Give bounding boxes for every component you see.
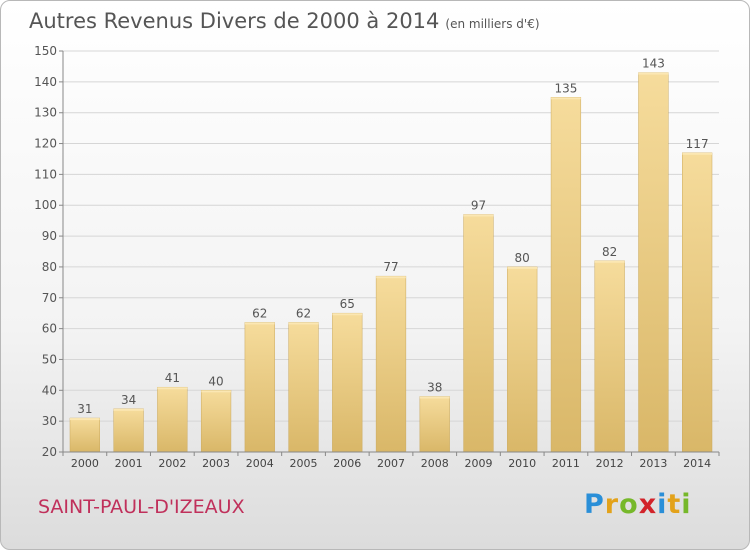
bar [419,396,450,453]
value-label: 38 [427,380,442,394]
bar [200,390,232,453]
y-tick-label: 120 [34,137,57,151]
x-tick-label: 2006 [333,457,361,470]
bar-highlight [682,152,713,155]
y-tick-label: 50 [42,352,57,366]
bar-highlight [244,322,275,325]
bar-highlight [507,266,538,269]
x-tick-label: 2005 [290,457,318,470]
y-tick-label: 80 [42,260,57,274]
x-tick-label: 2013 [639,457,667,470]
bar-highlight [201,390,231,393]
value-label: 77 [383,260,398,274]
value-label: 34 [121,393,136,407]
value-label: 82 [602,245,617,259]
x-tick-label: 2004 [246,457,274,470]
y-tick-label: 20 [42,445,57,459]
bar-highlight [157,387,188,390]
bar-highlight [113,408,144,411]
bar [682,152,713,453]
x-tick-label: 2003 [202,457,230,470]
x-tick-label: 2007 [377,457,405,470]
value-label: 135 [554,81,577,95]
value-label: 97 [471,198,486,212]
x-tick-label: 2012 [596,457,624,470]
bar-highlight [638,72,669,75]
bar [157,386,188,453]
y-tick-label: 90 [42,229,57,243]
y-tick-label: 100 [34,198,57,212]
x-tick-label: 2000 [71,457,99,470]
y-tick-label: 140 [34,75,57,89]
bar [375,275,407,453]
bar [550,97,582,453]
x-tick-label: 2011 [552,457,580,470]
bar-highlight [288,322,319,325]
x-tick-label: 2009 [464,457,492,470]
value-label: 40 [208,374,223,388]
value-label: 143 [642,57,665,71]
title-text: Autres Revenus Divers de 2000 à 2014 [29,9,440,33]
bar-highlight [551,97,581,100]
bar [507,266,538,453]
title-unit: (en milliers d'€) [445,17,540,31]
y-tick-label: 110 [34,167,57,181]
value-label: 65 [340,297,355,311]
bar [288,322,319,453]
bar [594,260,625,453]
x-tick-label: 2014 [683,457,711,470]
bar-highlight [419,396,450,399]
bar-highlight [332,313,363,316]
y-tick-label: 130 [34,106,57,120]
y-tick-label: 40 [42,383,57,397]
x-tick-label: 2008 [421,457,449,470]
value-labels: 31 34 41 40 62 62 65 77 38 97 80 135 82 143 117 [77,57,708,416]
bar [69,417,100,453]
bar [113,408,144,453]
bar-highlight [594,260,625,263]
bar [463,214,494,453]
value-label: 62 [252,306,267,320]
bars [69,72,713,453]
x-tick-label: 2001 [115,457,143,470]
value-label: 31 [77,402,92,416]
bar [332,312,363,453]
y-tick-label: 70 [42,291,57,305]
y-tick-label: 30 [42,414,57,428]
value-label: 117 [686,137,709,151]
bar-highlight [69,418,100,421]
value-label: 80 [515,251,530,265]
x-tick-label: 2002 [158,457,186,470]
y-tick-label: 150 [34,44,57,58]
bar-highlight [463,214,494,217]
proxiti-logo: Proxiti [584,489,692,520]
bar [244,322,275,453]
bar [638,72,669,453]
axes: 20 30 40 50 60 70 80 90 100 110 120 130 140 150 2000 20… [34,44,720,470]
y-tick-label: 60 [42,322,57,336]
value-label: 62 [296,306,311,320]
commune-name: SAINT-PAUL-D'IZEAUX [38,496,245,518]
value-label: 41 [165,371,180,385]
chart-title: Autres Revenus Divers de 2000 à 2014 (en … [29,9,540,33]
x-tick-label: 2010 [508,457,536,470]
bar-highlight [376,276,406,279]
